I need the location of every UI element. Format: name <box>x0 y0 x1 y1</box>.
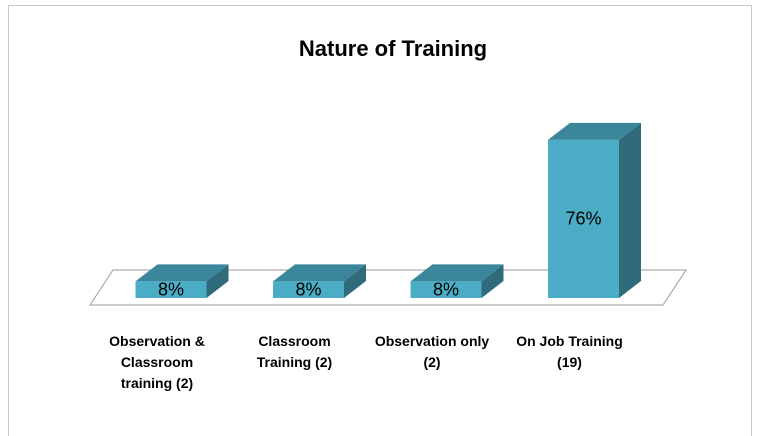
value-label: 76% <box>565 209 601 229</box>
chart-title: Nature of Training <box>299 36 487 61</box>
x-tick-label: Classroom Training (2) <box>256 333 333 370</box>
x-tick-label: Observation only (2) <box>374 333 490 370</box>
bar-top <box>273 264 366 282</box>
bar-top <box>548 122 641 140</box>
x-tick-label: On Job Training (19) <box>516 333 623 370</box>
bar-side <box>344 264 366 298</box>
bar <box>273 281 344 298</box>
bar <box>135 281 207 298</box>
bar-side <box>481 264 504 298</box>
chart-frame <box>8 5 752 436</box>
value-label: 8% <box>433 279 459 299</box>
value-label: 8% <box>158 279 184 299</box>
bar-top <box>135 264 229 282</box>
floor <box>89 269 687 306</box>
bar-side <box>206 264 229 298</box>
bar <box>410 281 482 298</box>
x-tick-label: Observation & Classroom training (2) <box>109 333 205 391</box>
bar-top <box>410 264 504 282</box>
value-label: 8% <box>295 279 321 299</box>
bar-side <box>619 122 641 298</box>
bar <box>548 139 619 298</box>
